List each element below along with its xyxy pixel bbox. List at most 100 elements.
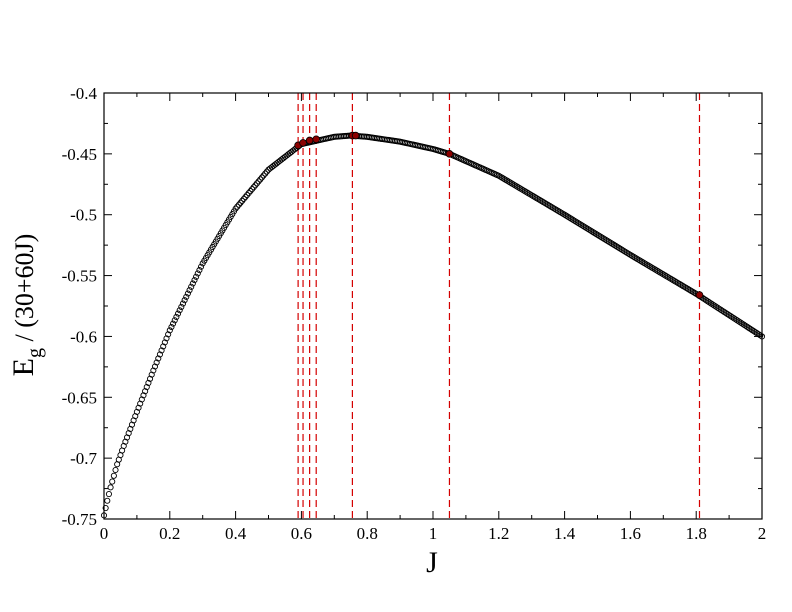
data-point bbox=[189, 280, 196, 287]
data-point bbox=[133, 408, 140, 415]
data-point bbox=[168, 323, 175, 331]
data-point bbox=[234, 203, 241, 210]
x-tick-label: 1.4 bbox=[554, 524, 576, 543]
x-tick-label: 1.6 bbox=[620, 524, 641, 543]
data-point bbox=[112, 466, 119, 474]
data-point bbox=[148, 371, 155, 378]
data-point bbox=[156, 351, 163, 358]
data-point bbox=[158, 347, 165, 354]
data-point bbox=[161, 339, 168, 346]
y-tick-label: -0.4 bbox=[70, 84, 97, 103]
x-tick-label: 0.6 bbox=[291, 524, 312, 543]
data-point bbox=[170, 320, 177, 327]
data-point bbox=[107, 484, 114, 491]
data-point bbox=[137, 400, 144, 407]
data-point bbox=[258, 174, 265, 181]
data-point bbox=[155, 355, 162, 362]
data-point bbox=[194, 270, 201, 277]
data-point bbox=[253, 180, 261, 187]
data-markers bbox=[100, 132, 766, 519]
data-point bbox=[135, 404, 142, 411]
x-tick-label: 0.2 bbox=[159, 524, 180, 543]
data-point bbox=[153, 359, 160, 366]
data-point bbox=[237, 199, 244, 206]
x-tick-label: 2 bbox=[758, 524, 767, 543]
data-point bbox=[104, 497, 111, 504]
data-point bbox=[173, 313, 180, 321]
data-point bbox=[257, 176, 264, 183]
x-tick-label: 1.2 bbox=[488, 524, 509, 543]
data-point bbox=[260, 172, 267, 179]
highlight-markers bbox=[294, 131, 704, 299]
data-point bbox=[240, 195, 247, 202]
data-point bbox=[171, 317, 178, 324]
data-point bbox=[102, 504, 109, 512]
data-point bbox=[247, 188, 254, 195]
data-point bbox=[263, 168, 270, 175]
y-tick-label: -0.55 bbox=[62, 267, 97, 286]
data-point bbox=[196, 267, 203, 274]
data-point bbox=[165, 331, 172, 338]
y-axis-label-subscript: g bbox=[24, 348, 46, 358]
data-point bbox=[163, 335, 170, 342]
data-point bbox=[245, 189, 252, 197]
x-axis-ticks: 0 0.2 0.4 0.6 0.8 1 1.2 1.4 1.6 1.8 2 bbox=[100, 93, 767, 543]
y-axis-label-rest: / (30+60J) bbox=[10, 234, 39, 348]
highlight-point bbox=[299, 139, 307, 147]
highlight-point bbox=[445, 150, 454, 158]
data-point bbox=[150, 367, 157, 374]
x-axis-label: J bbox=[426, 546, 438, 579]
data-point bbox=[143, 384, 150, 391]
data-point bbox=[138, 396, 145, 403]
y-tick-label: -0.7 bbox=[70, 449, 97, 468]
data-point bbox=[151, 363, 159, 370]
data-point bbox=[198, 263, 205, 270]
data-point bbox=[193, 273, 200, 280]
data-point bbox=[757, 332, 764, 339]
data-point bbox=[147, 375, 154, 382]
data-point bbox=[140, 392, 147, 399]
y-tick-label: -0.65 bbox=[62, 388, 97, 407]
x-tick-label: 0.8 bbox=[357, 524, 378, 543]
x-tick-label: 1 bbox=[429, 524, 438, 543]
y-axis-label-main: E bbox=[7, 358, 40, 376]
y-tick-label: -0.75 bbox=[62, 510, 97, 529]
data-point bbox=[160, 343, 167, 350]
data-point bbox=[178, 303, 185, 310]
y-axis-ticks: -0.75 -0.7 -0.65 -0.6 -0.55 -0.5 -0.45 -0.4 bbox=[62, 84, 762, 529]
data-point bbox=[239, 197, 246, 204]
data-point bbox=[109, 478, 116, 485]
y-tick-label: -0.6 bbox=[70, 327, 97, 346]
plot-frame bbox=[103, 92, 763, 520]
x-tick-label: 1.8 bbox=[686, 524, 707, 543]
data-point bbox=[142, 388, 149, 395]
transition-lines bbox=[297, 93, 701, 519]
data-point bbox=[252, 182, 259, 189]
data-point bbox=[235, 201, 242, 208]
highlight-point bbox=[305, 136, 314, 145]
y-tick-label: -0.45 bbox=[62, 145, 97, 164]
y-axis-label: Eg / (30+60J) bbox=[7, 234, 46, 377]
data-point bbox=[242, 193, 249, 200]
data-point bbox=[248, 186, 256, 193]
data-point bbox=[186, 287, 193, 294]
highlight-point bbox=[351, 131, 360, 140]
data-point bbox=[176, 307, 183, 314]
data-point bbox=[181, 297, 188, 304]
data-point bbox=[183, 293, 190, 300]
data-point bbox=[191, 277, 198, 284]
data-point bbox=[179, 300, 187, 307]
data-point bbox=[255, 178, 262, 185]
y-tick-label: -0.5 bbox=[70, 206, 97, 225]
data-point bbox=[250, 184, 257, 191]
data-point bbox=[110, 472, 117, 479]
data-point bbox=[244, 191, 251, 199]
highlight-point bbox=[312, 135, 321, 144]
data-point bbox=[174, 310, 182, 317]
data-point bbox=[188, 283, 195, 290]
highlight-point bbox=[695, 291, 704, 299]
data-point bbox=[166, 327, 173, 334]
data-point bbox=[262, 170, 269, 177]
data-point bbox=[105, 490, 112, 498]
